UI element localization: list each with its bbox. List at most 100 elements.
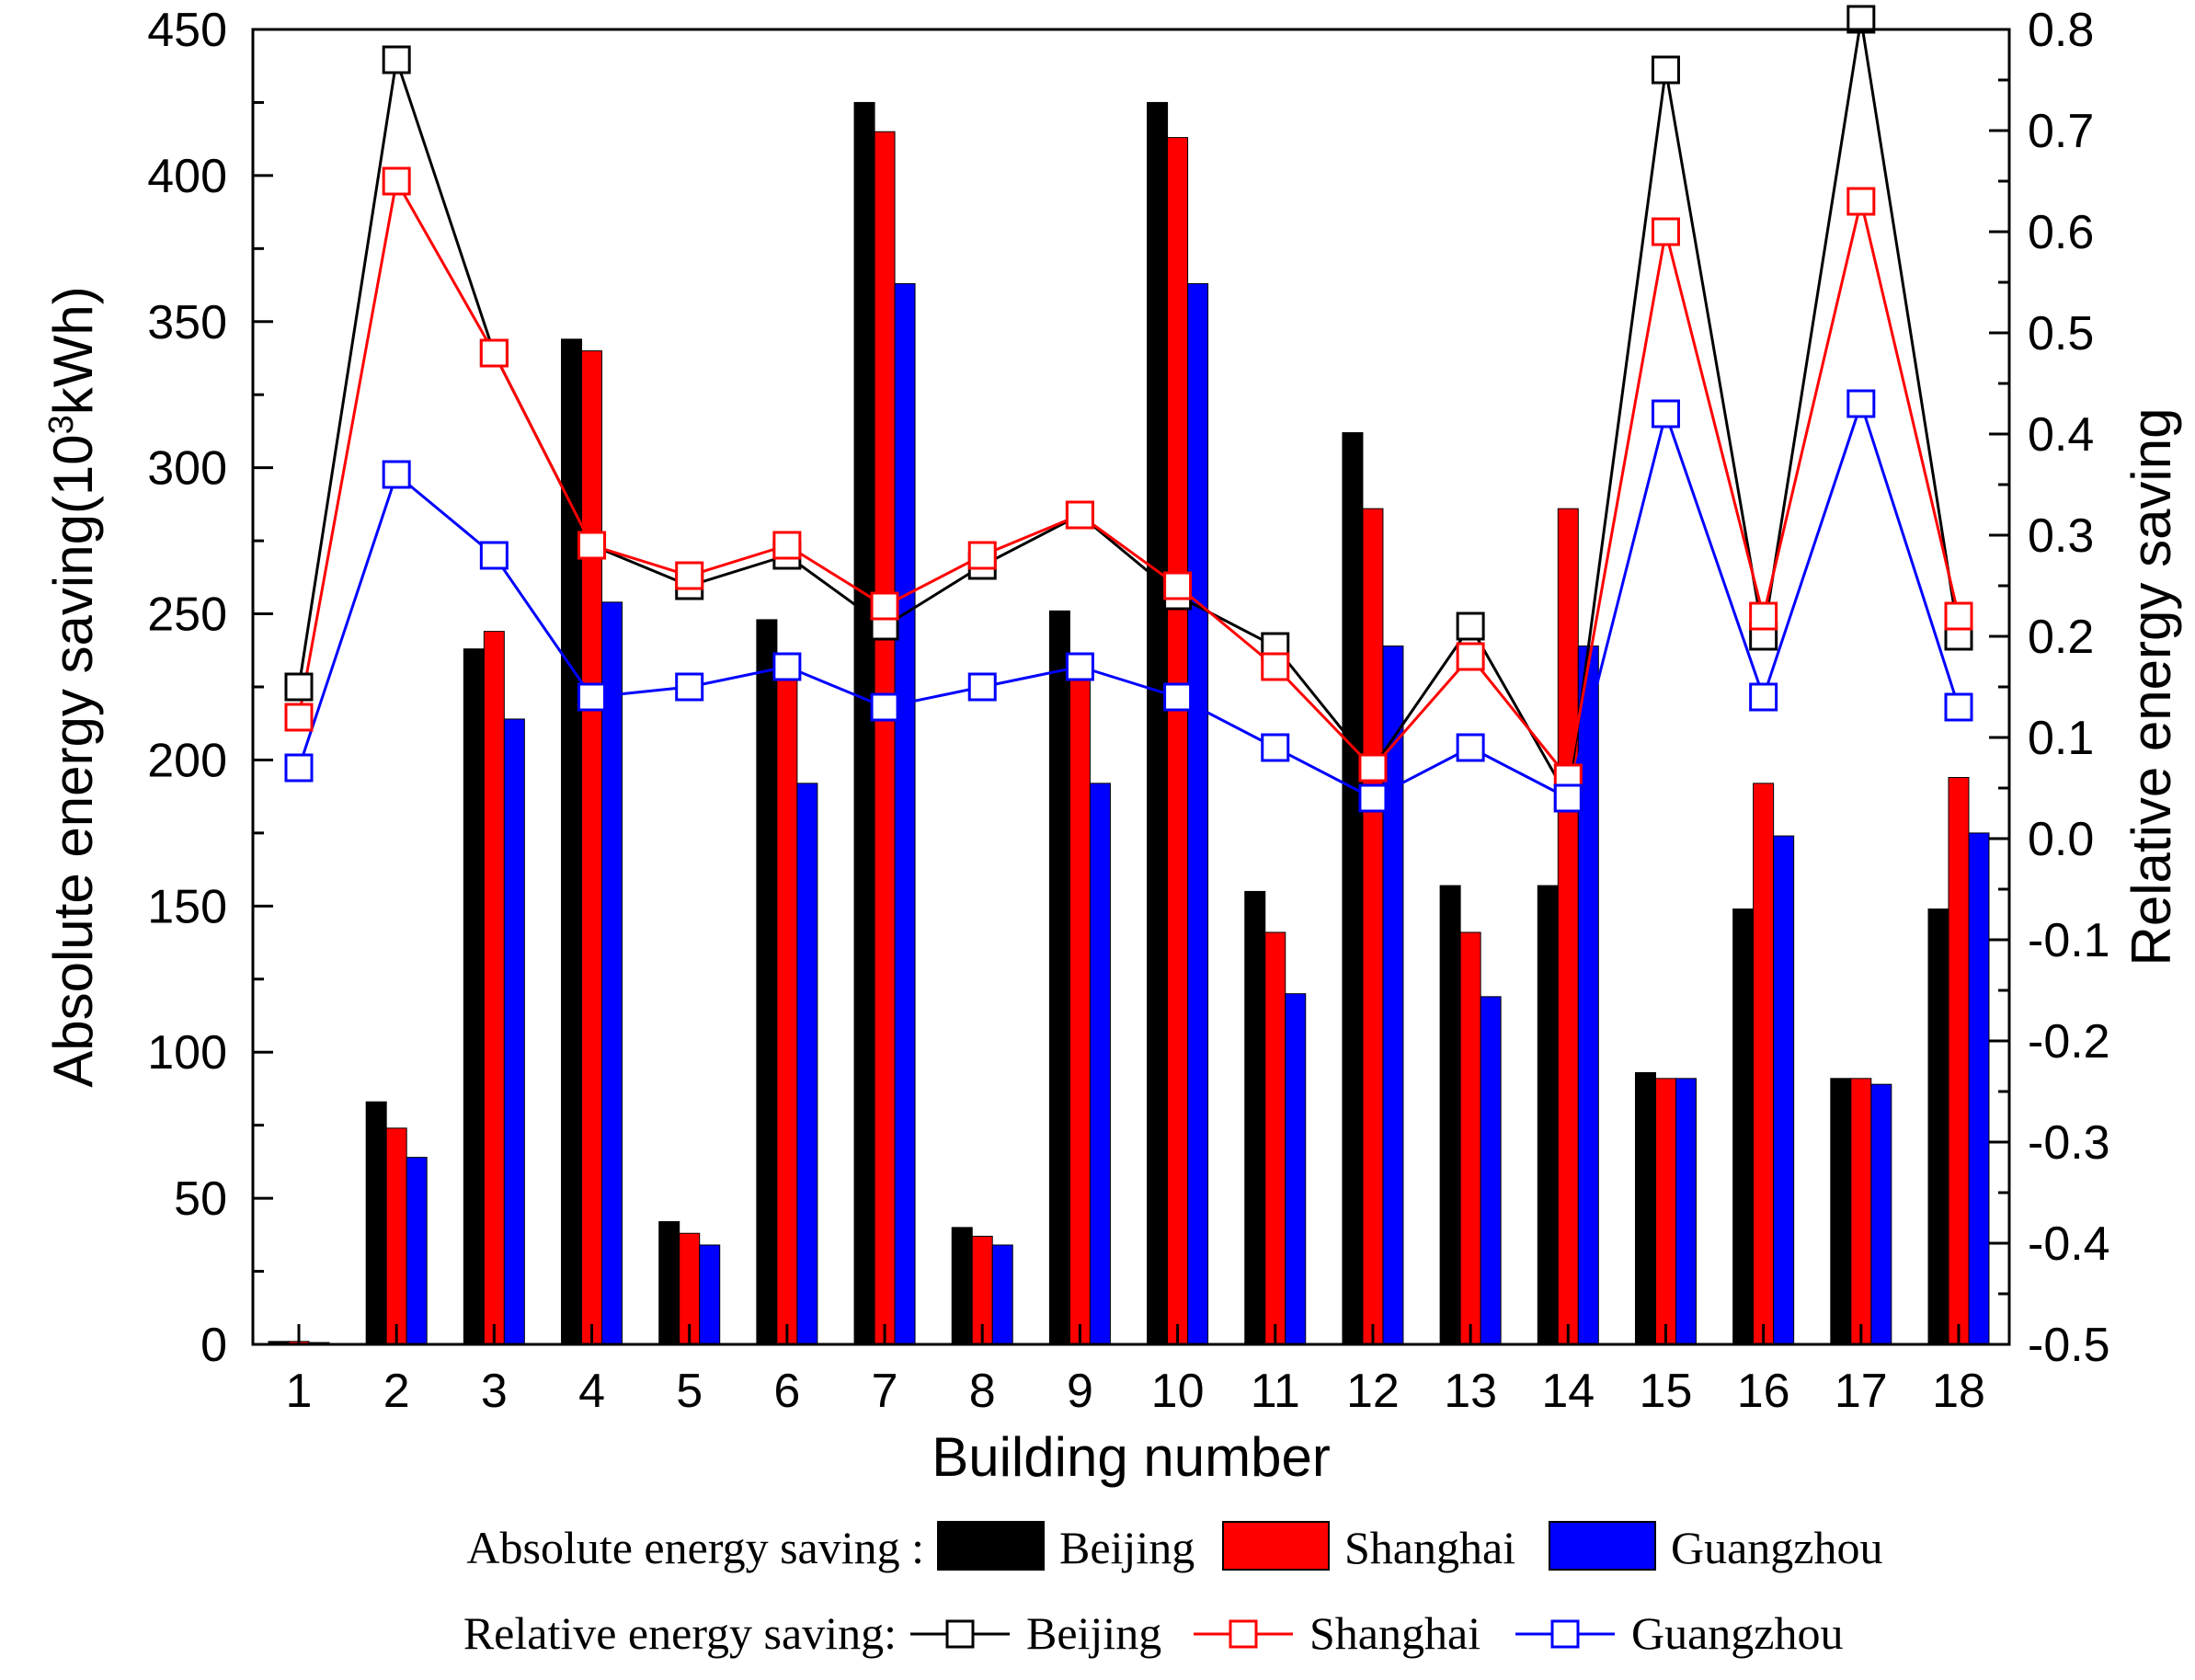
bar-shanghai-17 <box>1850 1078 1872 1345</box>
marker-guangzhou-18 <box>1944 692 1973 722</box>
legend-bar-label-beijing: Beijing <box>1059 1522 1195 1573</box>
y-right-tick-label: 0.4 <box>2028 408 2094 462</box>
marker-shanghai-9 <box>1065 500 1094 530</box>
marker-beijing-1 <box>284 672 314 702</box>
marker-guangzhou-8 <box>967 672 997 702</box>
x-tick-label: 14 <box>1541 1365 1595 1418</box>
marker-guangzhou-10 <box>1163 682 1193 712</box>
bar-shanghai-13 <box>1459 931 1481 1345</box>
marker-guangzhou-11 <box>1261 733 1290 762</box>
lines-layer <box>284 5 1973 813</box>
marker-shanghai-8 <box>967 541 997 570</box>
bar-guangzhou-17 <box>1870 1083 1892 1345</box>
legend: Absolute energy saving : Relative energy… <box>463 1521 1883 1659</box>
y-left-tick-label: 50 <box>174 1172 227 1226</box>
legend-line-label-shanghai: Shanghai <box>1309 1607 1480 1659</box>
marker-shanghai-15 <box>1651 217 1680 246</box>
legend-bars-label: Absolute energy saving : <box>466 1522 924 1573</box>
y-axis-right-title: Relative energy saving <box>2121 407 2182 966</box>
marker-guangzhou-4 <box>577 682 607 712</box>
bar-guangzhou-18 <box>1968 832 1990 1345</box>
marker-guangzhou-14 <box>1553 783 1583 813</box>
bar-shanghai-15 <box>1654 1078 1676 1345</box>
x-tick-label: 15 <box>1640 1365 1693 1418</box>
marker-guangzhou-5 <box>675 672 704 702</box>
bar-guangzhou-6 <box>796 783 818 1345</box>
bar-guangzhou-10 <box>1187 282 1209 1345</box>
bar-beijing-13 <box>1439 885 1461 1345</box>
bar-guangzhou-4 <box>601 601 623 1345</box>
legend-marker-guangzhou <box>1550 1619 1580 1649</box>
marker-shanghai-11 <box>1261 652 1290 681</box>
bar-shanghai-12 <box>1362 508 1384 1345</box>
y-left-tick-label: 250 <box>147 589 227 642</box>
x-tick-label: 5 <box>676 1365 703 1418</box>
marker-guangzhou-12 <box>1358 783 1388 813</box>
y-left-tick-label: 350 <box>147 296 227 349</box>
x-tick-label: 10 <box>1151 1365 1205 1418</box>
y-right-tick-label: -0.4 <box>2028 1217 2110 1271</box>
x-tick-label: 16 <box>1737 1365 1790 1418</box>
axes-layer: 0 50 100 150 200 250 300 350 400 450 -0.5 -0.4 -0.3 -… <box>147 4 2109 1418</box>
bar-guangzhou-16 <box>1773 835 1795 1345</box>
y-right-tick-label: 0.2 <box>2028 611 2094 664</box>
bars-layer <box>268 101 1990 1345</box>
line-guangzhou <box>297 399 1961 801</box>
bar-guangzhou-9 <box>1089 783 1111 1345</box>
bar-beijing-16 <box>1732 909 1755 1345</box>
marker-shanghai-13 <box>1456 642 1485 671</box>
y-axis-left-title-sup: 3 <box>42 415 81 434</box>
y-left-tick-label: 200 <box>147 734 227 787</box>
legend-items: Beijing Shanghai Guangzhou Beijing Shanghai G… <box>910 1521 1883 1659</box>
legend-bar-swatch-guangzhou <box>1549 1521 1656 1571</box>
bar-shanghai-14 <box>1557 508 1579 1345</box>
marker-shanghai-1 <box>284 703 314 732</box>
y-right-tick-label: -0.5 <box>2028 1319 2110 1372</box>
marker-beijing-2 <box>382 45 411 74</box>
bar-shanghai-10 <box>1167 137 1189 1345</box>
bar-shanghai-18 <box>1948 777 1970 1345</box>
marker-shanghai-3 <box>479 338 509 368</box>
y-right-tick-label: 0.0 <box>2028 813 2094 866</box>
bar-beijing-8 <box>951 1227 973 1345</box>
bar-guangzhou-2 <box>406 1157 428 1345</box>
y-right-tick-label: -0.2 <box>2028 1015 2110 1069</box>
y-left-tick-label: 300 <box>147 442 227 496</box>
y-axis-left-title: Absolute energy saving(103kWh) <box>42 286 104 1088</box>
marker-guangzhou-1 <box>284 753 314 783</box>
bar-beijing-14 <box>1537 885 1559 1345</box>
marker-shanghai-17 <box>1846 187 1876 216</box>
y-right-tick-label: 0.8 <box>2028 4 2094 57</box>
bar-beijing-7 <box>853 101 875 1345</box>
bar-shanghai-2 <box>385 1127 407 1345</box>
marker-shanghai-10 <box>1163 571 1193 600</box>
y-axis-left-title-end: kWh) <box>42 286 104 415</box>
x-tick-label: 17 <box>1835 1365 1888 1418</box>
x-tick-label: 18 <box>1932 1365 1985 1418</box>
x-tick-label: 4 <box>578 1365 605 1418</box>
marker-guangzhou-13 <box>1456 733 1485 762</box>
marker-shanghai-2 <box>382 166 411 196</box>
bar-beijing-12 <box>1342 432 1364 1345</box>
bar-beijing-9 <box>1048 610 1070 1345</box>
marker-beijing-17 <box>1846 5 1876 34</box>
bar-shanghai-3 <box>483 631 505 1345</box>
bar-guangzhou-8 <box>991 1244 1013 1345</box>
x-tick-label: 3 <box>481 1365 508 1418</box>
line-shanghai <box>297 177 1961 782</box>
x-tick-label: 12 <box>1346 1365 1400 1418</box>
marker-beijing-13 <box>1456 611 1485 641</box>
y-left-tick-label: 100 <box>147 1026 227 1080</box>
bar-beijing-15 <box>1634 1071 1656 1345</box>
y-left-tick-label: 400 <box>147 150 227 203</box>
bar-shanghai-9 <box>1069 669 1091 1345</box>
y-left-tick-label: 450 <box>147 4 227 57</box>
bar-shanghai-7 <box>874 131 896 1345</box>
legend-bar-swatch-beijing <box>937 1521 1045 1571</box>
legend-marker-shanghai <box>1229 1619 1258 1649</box>
bar-guangzhou-7 <box>894 282 916 1345</box>
bar-shanghai-16 <box>1753 783 1775 1345</box>
bar-beijing-18 <box>1927 909 1949 1345</box>
